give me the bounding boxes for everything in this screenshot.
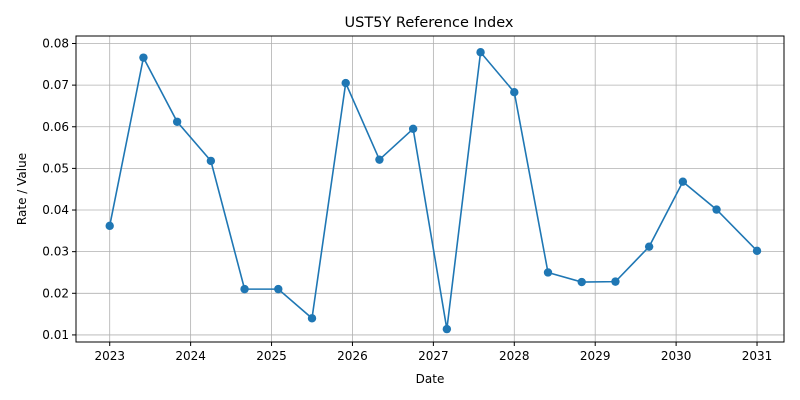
data-point <box>274 284 283 294</box>
x-tick-label: 2029 <box>580 349 611 363</box>
data-point <box>712 205 721 214</box>
x-axis: 2023 2024 2025 2026 2027 2028 2029 2030 2031 <box>94 342 772 363</box>
y-tick-label: 0.02 <box>42 286 69 300</box>
x-tick-label: 2027 <box>418 349 449 363</box>
plot-frame <box>75 35 785 343</box>
data-point <box>752 246 762 256</box>
grid-lines <box>76 36 784 342</box>
data-point <box>139 53 148 62</box>
series-layer <box>105 48 762 334</box>
data-point <box>408 124 418 134</box>
data-point <box>105 221 114 231</box>
y-tick-label: 0.05 <box>42 161 69 175</box>
data-point <box>206 156 216 166</box>
data-point <box>341 78 350 88</box>
data-point <box>611 277 620 286</box>
x-tick-label: 2028 <box>499 349 530 363</box>
x-tick-label: 2031 <box>742 349 773 363</box>
x-axis-title: Date <box>416 372 445 386</box>
y-tick-label: 0.06 <box>42 120 69 134</box>
y-tick-label: 0.07 <box>42 78 69 92</box>
y-axis: 0.01 0.02 0.03 0.04 0.05 0.06 0.07 0.08 <box>42 36 76 342</box>
data-point <box>644 242 654 251</box>
y-tick-label: 0.08 <box>42 36 69 50</box>
x-tick-label: 2023 <box>94 349 125 363</box>
data-point <box>543 268 553 277</box>
data-point <box>577 277 586 287</box>
y-tick-label: 0.03 <box>42 245 69 259</box>
x-tick-label: 2026 <box>337 349 368 363</box>
data-point <box>442 324 452 334</box>
x-tick-label: 2025 <box>256 349 287 363</box>
y-tick-label: 0.04 <box>42 203 69 217</box>
data-point <box>307 314 317 323</box>
data-point <box>476 48 485 57</box>
x-tick-label: 2024 <box>175 349 206 363</box>
data-point <box>375 155 384 164</box>
data-point <box>510 88 519 97</box>
data-point <box>678 177 688 186</box>
data-point <box>240 284 249 294</box>
series-line <box>108 50 758 330</box>
chart-title: UST5Y Reference Index <box>345 15 514 31</box>
x-tick-label: 2030 <box>661 349 692 363</box>
y-tick-label: 0.01 <box>42 328 69 342</box>
y-axis-title: Rate / Value <box>15 153 29 225</box>
data-point <box>172 117 182 126</box>
